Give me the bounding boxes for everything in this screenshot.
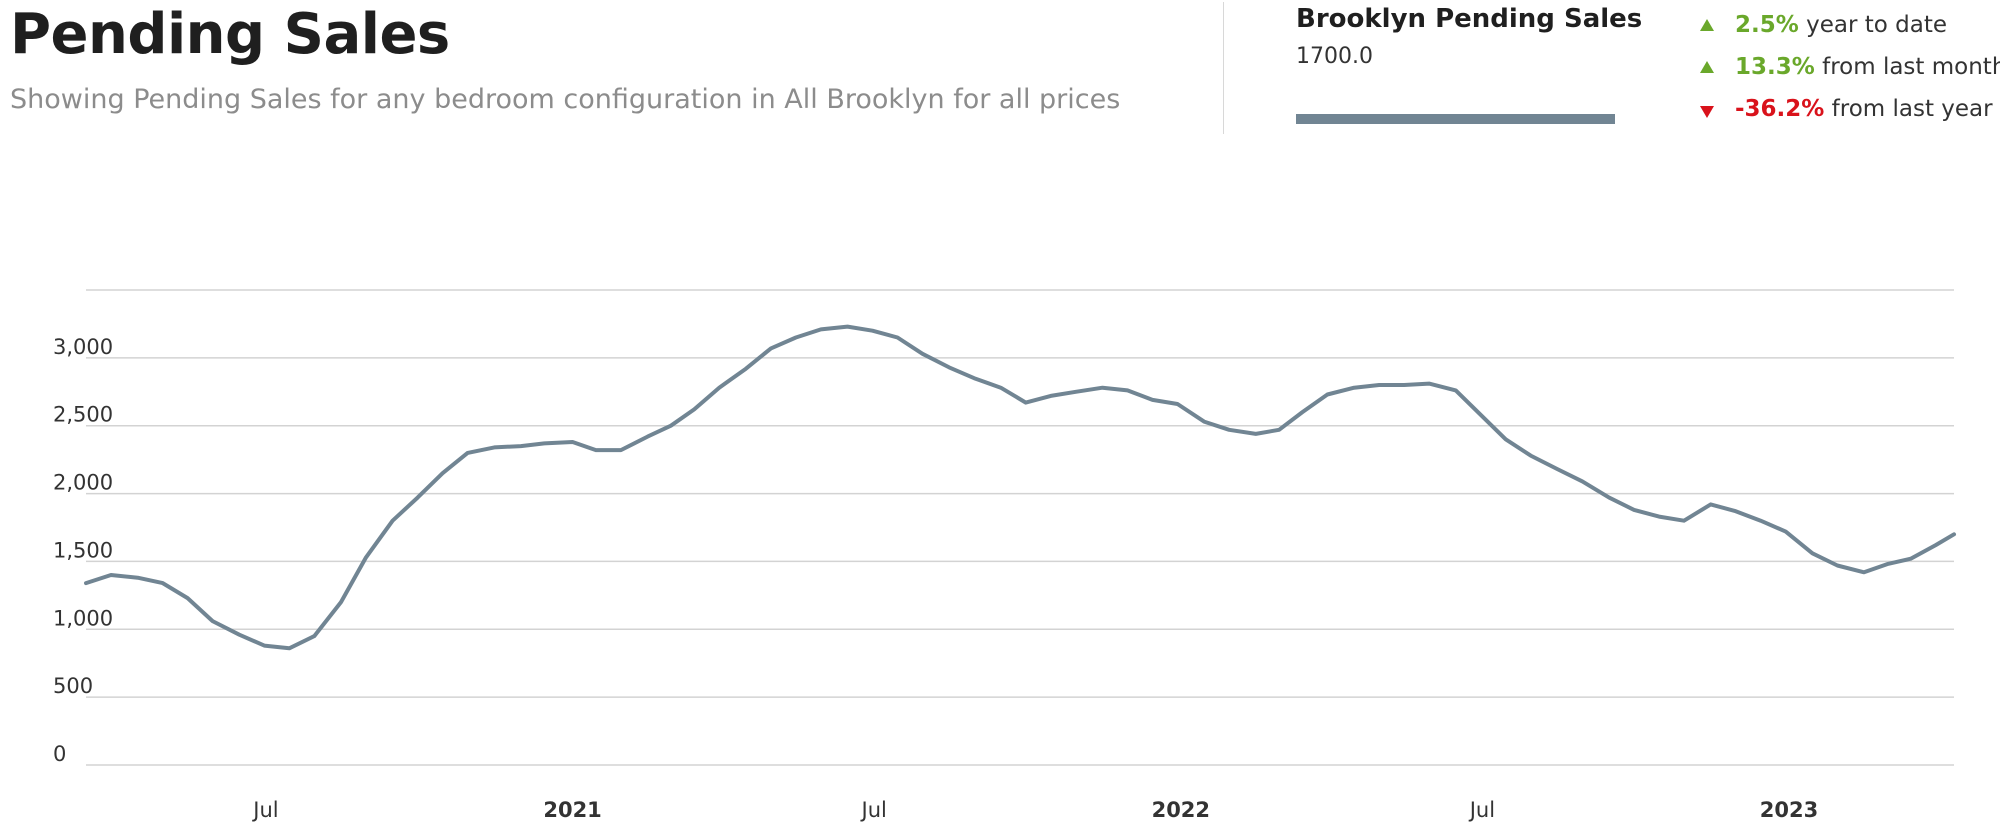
grid-lines: [86, 289, 1954, 766]
stat-label: from last year: [1831, 96, 1993, 122]
stat-value: 2.5%: [1735, 12, 1799, 38]
arrow-up-icon: [1700, 19, 1714, 31]
stat-label: from last month: [1822, 54, 2000, 80]
stat-label: year to date: [1806, 12, 1947, 38]
x-tick-label: Jul: [860, 798, 887, 822]
y-tick-label: 0: [53, 742, 66, 766]
x-tick-label: 2021: [543, 798, 601, 822]
page-subtitle: Showing Pending Sales for any bedroom co…: [10, 84, 1121, 115]
x-tick-label: Jul: [251, 798, 278, 822]
series-current-value: 1700.0: [1296, 44, 1373, 69]
x-tick-label: 2023: [1760, 798, 1818, 822]
stat-value: 13.3%: [1735, 54, 1815, 80]
y-tick-label: 500: [53, 674, 93, 698]
arrow-up-icon: [1700, 61, 1714, 73]
y-axis-ticks: 0 500 1,000 1,500 2,000 2,500 3,000: [53, 335, 113, 766]
series-title: Brooklyn Pending Sales: [1296, 4, 1643, 34]
x-axis-ticks: Jul 2021 Jul 2022 Jul 2023: [251, 798, 1818, 822]
y-tick-label: 2,500: [53, 403, 113, 427]
series-layer: [84, 324, 1956, 651]
arrow-down-icon: [1700, 106, 1714, 118]
header-divider: [1223, 2, 1224, 134]
series-color-swatch: [1296, 114, 1615, 124]
y-tick-label: 1,000: [53, 606, 113, 630]
x-tick-label: 2022: [1152, 798, 1210, 822]
stat-value: -36.2%: [1735, 96, 1825, 122]
page-title: Pending Sales: [10, 2, 450, 67]
y-tick-label: 2,000: [53, 471, 113, 495]
series-summary: Brooklyn Pending Sales 1700.0: [1296, 4, 1643, 124]
y-tick-label: 3,000: [53, 335, 113, 359]
y-tick-label: 1,500: [53, 538, 113, 562]
x-tick-label: Jul: [1468, 798, 1495, 822]
series-line: [84, 324, 1956, 651]
